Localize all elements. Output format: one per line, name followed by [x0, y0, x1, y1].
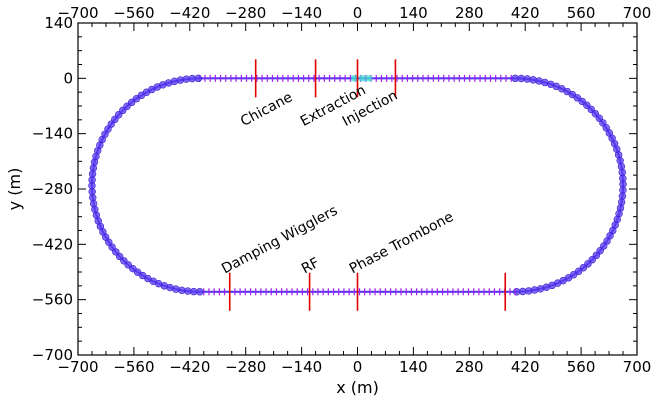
- section-label: Chicane: [238, 89, 295, 130]
- y-tick-label: 0: [63, 69, 73, 87]
- y-tick-label: −420: [32, 235, 73, 253]
- x-tick-label-top: −280: [225, 4, 266, 22]
- tick-labels: −700−700−560−560−420−420−280−280−140−140…: [32, 4, 652, 376]
- insertion-element: [359, 75, 366, 82]
- x-tick-label-bottom: −560: [113, 358, 154, 376]
- x-tick-label-bottom: −420: [169, 358, 210, 376]
- section-label: Damping Wigglers: [219, 203, 340, 278]
- x-tick-label-top: 0: [353, 4, 363, 22]
- y-tick-label: −140: [32, 125, 73, 143]
- axis-ticks: [77, 22, 638, 356]
- section-label: RF: [299, 255, 322, 277]
- insertion-element: [351, 75, 358, 82]
- x-tick-label-bottom: 140: [399, 358, 428, 376]
- insertion-element: [365, 75, 372, 82]
- section-label: Phase Trombone: [347, 209, 456, 277]
- x-tick-label-bottom: 700: [623, 358, 652, 376]
- section-markers: [228, 59, 507, 311]
- x-tick-label-bottom: 420: [511, 358, 540, 376]
- x-tick-label-top: 560: [567, 4, 596, 22]
- x-tick-label-bottom: 560: [567, 358, 596, 376]
- y-axis-title: y (m): [5, 168, 24, 211]
- y-tick-label: −560: [32, 291, 73, 309]
- x-tick-label-top: −420: [169, 4, 210, 22]
- arc-magnet: [513, 288, 521, 296]
- x-tick-label-bottom: −700: [57, 358, 98, 376]
- x-tick-label-top: 700: [623, 4, 652, 22]
- x-tick-label-bottom: −140: [281, 358, 322, 376]
- y-tick-label: 140: [44, 14, 73, 32]
- y-tick-label: −700: [32, 346, 73, 364]
- arc-magnet: [194, 74, 202, 83]
- x-tick-label-top: 420: [511, 4, 540, 22]
- arc-magnet: [178, 286, 186, 294]
- x-tick-label-bottom: −280: [225, 358, 266, 376]
- x-tick-label-top: −560: [113, 4, 154, 22]
- arc-magnet: [529, 76, 537, 84]
- y-tick-label: −280: [32, 180, 73, 198]
- x-axis-title: x (m): [336, 378, 379, 397]
- x-tick-label-bottom: 0: [353, 358, 363, 376]
- x-tick-label-top: 280: [455, 4, 484, 22]
- x-tick-label-top: 140: [399, 4, 428, 22]
- ring-lattice: [88, 74, 627, 296]
- x-tick-label-top: −700: [57, 4, 98, 22]
- x-tick-label-bottom: 280: [455, 358, 484, 376]
- x-tick-label-top: −140: [281, 4, 322, 22]
